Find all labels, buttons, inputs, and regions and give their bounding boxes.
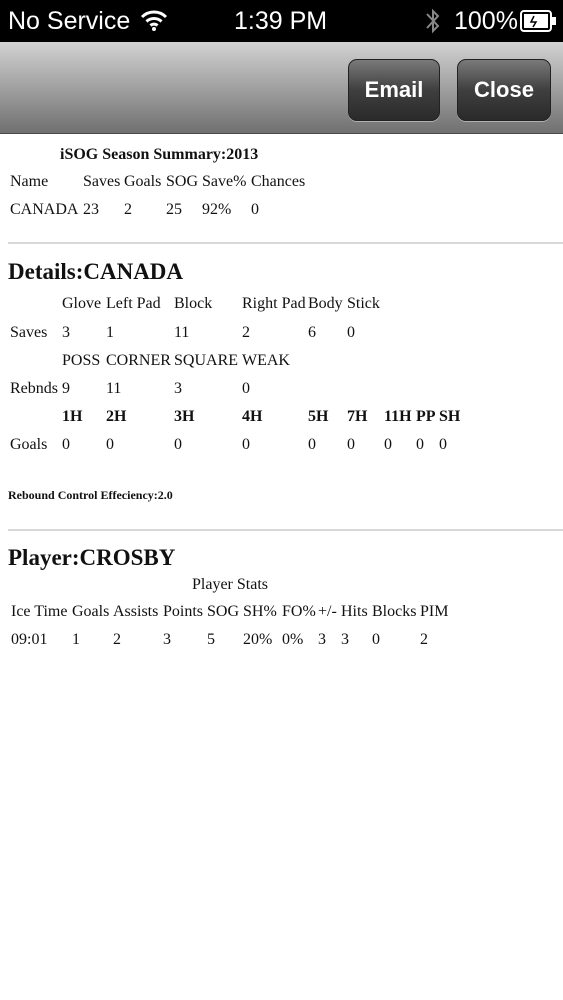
summary-cell-goals: 2 [124,201,132,218]
saves-header-stick: Stick [347,295,380,312]
saves-value-block: 11 [174,324,190,341]
divider [8,242,563,244]
goals-header-pp: PP [416,408,436,425]
player-value-sog: 5 [207,631,215,648]
rebounds-header-square: SQUARE [174,352,239,369]
battery-percent: 100% [454,7,518,35]
player-header-hits: Hits [341,603,368,620]
saves-value-stick: 0 [347,324,355,341]
summary-header-name: Name [10,173,49,190]
divider [8,529,563,531]
player-stats-caption: Player Stats [192,576,268,593]
goals-row-label: Goals [10,436,48,453]
rebounds-value-square: 3 [174,380,182,397]
details-title: Details:CANADA [8,259,184,284]
player-value-fo-pct: 0% [282,631,304,648]
bluetooth-icon [424,6,442,43]
clock: 1:39 PM [234,7,328,35]
status-bar: No Service 1:39 PM 100% [0,0,563,42]
saves-value-body: 6 [308,324,316,341]
saves-row-label: Saves [10,324,48,341]
player-header-plus-minus: +/- [318,603,337,620]
player-header-assists: Assists [113,603,159,620]
player-value-ice-time: 09:01 [11,631,48,648]
saves-header-block: Block [174,295,213,312]
summary-header-save-pct: Save% [202,173,247,190]
summary-cell-save-pct: 92% [202,201,232,218]
close-button[interactable]: Close [457,59,551,121]
email-button[interactable]: Email [348,59,440,121]
player-value-assists: 2 [113,631,121,648]
summary-cell-saves: 23 [83,201,99,218]
goals-header-4h: 4H [242,408,263,425]
saves-header-left-pad: Left Pad [106,295,161,312]
goals-value-2h: 0 [106,436,114,453]
summary-cell-sog: 25 [166,201,182,218]
player-title: Player:CROSBY [8,545,176,570]
goals-value-1h: 0 [62,436,70,453]
player-header-sog: SOG [207,603,240,620]
rebounds-value-poss: 9 [62,380,70,397]
rebound-efficiency: Rebound Control Effeciency:2.0 [8,488,173,502]
toolbar: Email Close [0,42,563,134]
goals-value-sh: 0 [439,436,447,453]
summary-header-goals: Goals [124,173,162,190]
player-value-hits: 3 [341,631,349,648]
player-header-sh-pct: SH% [243,603,277,620]
player-value-plus-minus: 3 [318,631,326,648]
player-value-pim: 2 [420,631,428,648]
player-value-goals: 1 [72,631,80,648]
saves-value-glove: 3 [62,324,70,341]
goals-header-7h: 7H [347,408,368,425]
goals-value-3h: 0 [174,436,182,453]
player-value-sh-pct: 20% [243,631,273,648]
goals-value-11h: 0 [384,436,392,453]
player-value-points: 3 [163,631,171,648]
rebounds-header-corner: CORNER [106,352,171,369]
player-header-points: Points [163,603,204,620]
player-header-pim: PIM [420,603,449,620]
saves-header-body: Body [308,295,343,312]
rebounds-value-weak: 0 [242,380,250,397]
saves-value-left-pad: 1 [106,324,114,341]
rebounds-value-corner: 11 [106,380,122,397]
rebounds-header-poss: POSS [62,352,101,369]
player-header-goals: Goals [72,603,110,620]
summary-cell-name: CANADA [10,201,79,218]
goals-value-7h: 0 [347,436,355,453]
goals-header-3h: 3H [174,408,195,425]
goals-header-5h: 5H [308,408,329,425]
saves-value-right-pad: 2 [242,324,250,341]
goals-header-11h: 11H [384,408,412,425]
summary-header-saves: Saves [83,173,121,190]
rebounds-row-label: Rebnds [10,380,58,397]
carrier-label: No Service [8,7,131,35]
wifi-icon [140,8,168,39]
player-header-fo-pct: FO% [282,603,316,620]
summary-header-sog: SOG [166,173,199,190]
summary-title: iSOG Season Summary:2013 [60,146,259,163]
rebounds-header-weak: WEAK [242,352,290,369]
report-content: iSOG Season Summary:2013 Name Saves Goal… [0,134,563,1000]
player-value-blocks: 0 [372,631,380,648]
saves-header-glove: Glove [62,295,102,312]
goals-header-1h: 1H [62,408,83,425]
summary-header-chances: Chances [251,173,306,190]
player-header-ice-time: Ice Time [11,603,68,620]
player-header-blocks: Blocks [372,603,417,620]
goals-header-2h: 2H [106,408,127,425]
goals-value-5h: 0 [308,436,316,453]
goals-value-4h: 0 [242,436,250,453]
summary-cell-chances: 0 [251,201,259,218]
saves-header-right-pad: Right Pad [242,295,306,312]
goals-header-sh: SH [439,408,461,425]
battery-icon [520,9,558,40]
goals-value-pp: 0 [416,436,424,453]
